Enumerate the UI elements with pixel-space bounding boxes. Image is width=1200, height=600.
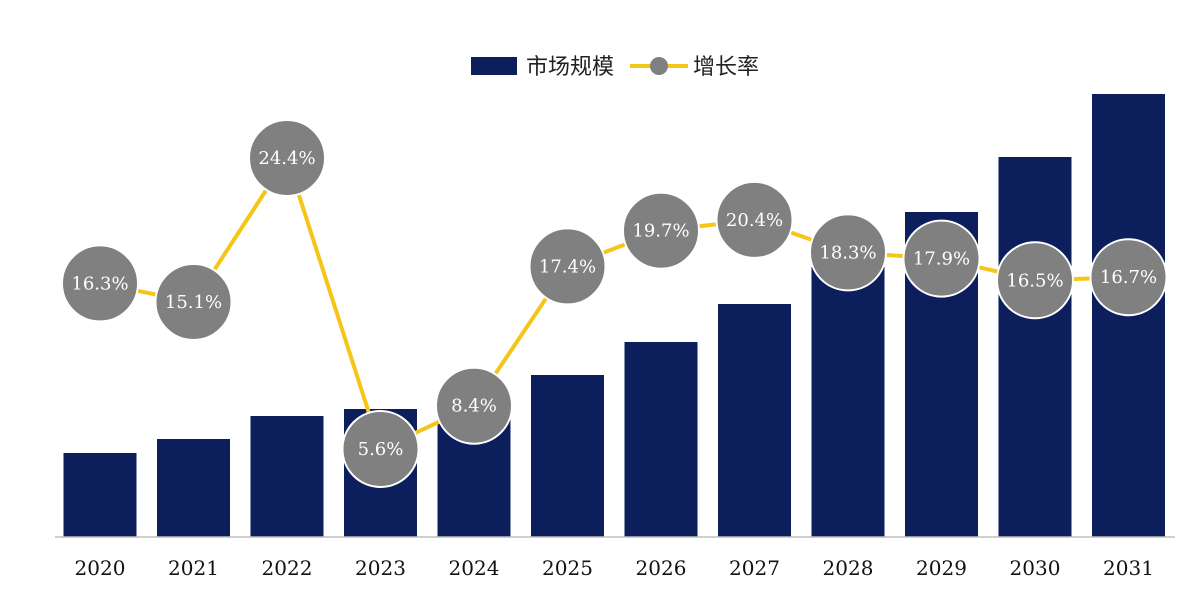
- rate-label-2030: 16.5%: [1006, 270, 1063, 291]
- rate-label-2024: 8.4%: [451, 396, 497, 417]
- bar-2021: [157, 439, 230, 537]
- x-tick-2030: 2030: [1010, 556, 1061, 580]
- bar-2027: [718, 304, 791, 537]
- rate-label-2027: 20.4%: [726, 210, 783, 231]
- x-tick-2021: 2021: [168, 556, 219, 580]
- rate-label-2026: 19.7%: [632, 221, 689, 242]
- rate-point-2024: [435, 366, 513, 445]
- bar-2020: [63, 453, 137, 537]
- bar-2028: [811, 267, 885, 537]
- rate-label-2020: 16.3%: [71, 273, 128, 294]
- x-tick-2029: 2029: [916, 556, 967, 580]
- x-tick-2023: 2023: [355, 556, 406, 580]
- x-tick-2024: 2024: [449, 556, 500, 580]
- rate-label-2021: 15.1%: [165, 292, 222, 313]
- rate-point-2022: [248, 119, 326, 197]
- bar-2026: [624, 342, 698, 537]
- rate-point-2028: [809, 213, 887, 292]
- rate-label-2023: 5.6%: [358, 439, 404, 460]
- rate-label-2022: 24.4%: [258, 148, 315, 169]
- x-tick-2020: 2020: [75, 556, 126, 580]
- x-tick-labels: 2020 2021 2022 2023 2024 2025 2026 2027 2028 2029…: [75, 556, 1154, 580]
- legend-label-market-size: 市场规模: [526, 55, 614, 80]
- rate-point-2025: [528, 227, 607, 306]
- growth-rate-points: 16.3% 15.1% 24.4% 5.6% 8.4% 17.4% 19.7% 20.4% 18…: [61, 119, 1168, 488]
- rate-label-2025: 17.4%: [539, 256, 596, 277]
- rate-point-2031: [1089, 238, 1168, 317]
- x-tick-2022: 2022: [262, 556, 313, 580]
- rate-point-2021: [154, 263, 233, 341]
- rate-label-2031: 16.7%: [1100, 267, 1157, 288]
- legend-label-growth-rate: 增长率: [693, 55, 759, 80]
- x-tick-2031: 2031: [1103, 556, 1154, 580]
- x-tick-2026: 2026: [636, 556, 687, 580]
- rate-point-2029: [902, 219, 981, 298]
- rate-point-2027: [715, 180, 794, 259]
- bar-2030: [998, 157, 1072, 537]
- legend-swatch-market-size: [471, 57, 517, 75]
- rate-label-2029: 17.9%: [913, 249, 970, 270]
- legend-marker-growth-rate: [650, 57, 668, 75]
- rate-point-2020: [61, 244, 139, 323]
- bar-2022: [250, 416, 324, 537]
- rate-point-2030: [996, 241, 1074, 320]
- x-tick-2025: 2025: [542, 556, 593, 580]
- x-tick-2027: 2027: [729, 556, 780, 580]
- rate-point-2026: [622, 191, 700, 270]
- x-tick-2028: 2028: [823, 556, 874, 580]
- bar-2025: [531, 375, 604, 537]
- legend: 市场规模 增长率: [471, 55, 759, 80]
- rate-label-2028: 18.3%: [819, 242, 876, 263]
- rate-point-2023: [341, 410, 420, 488]
